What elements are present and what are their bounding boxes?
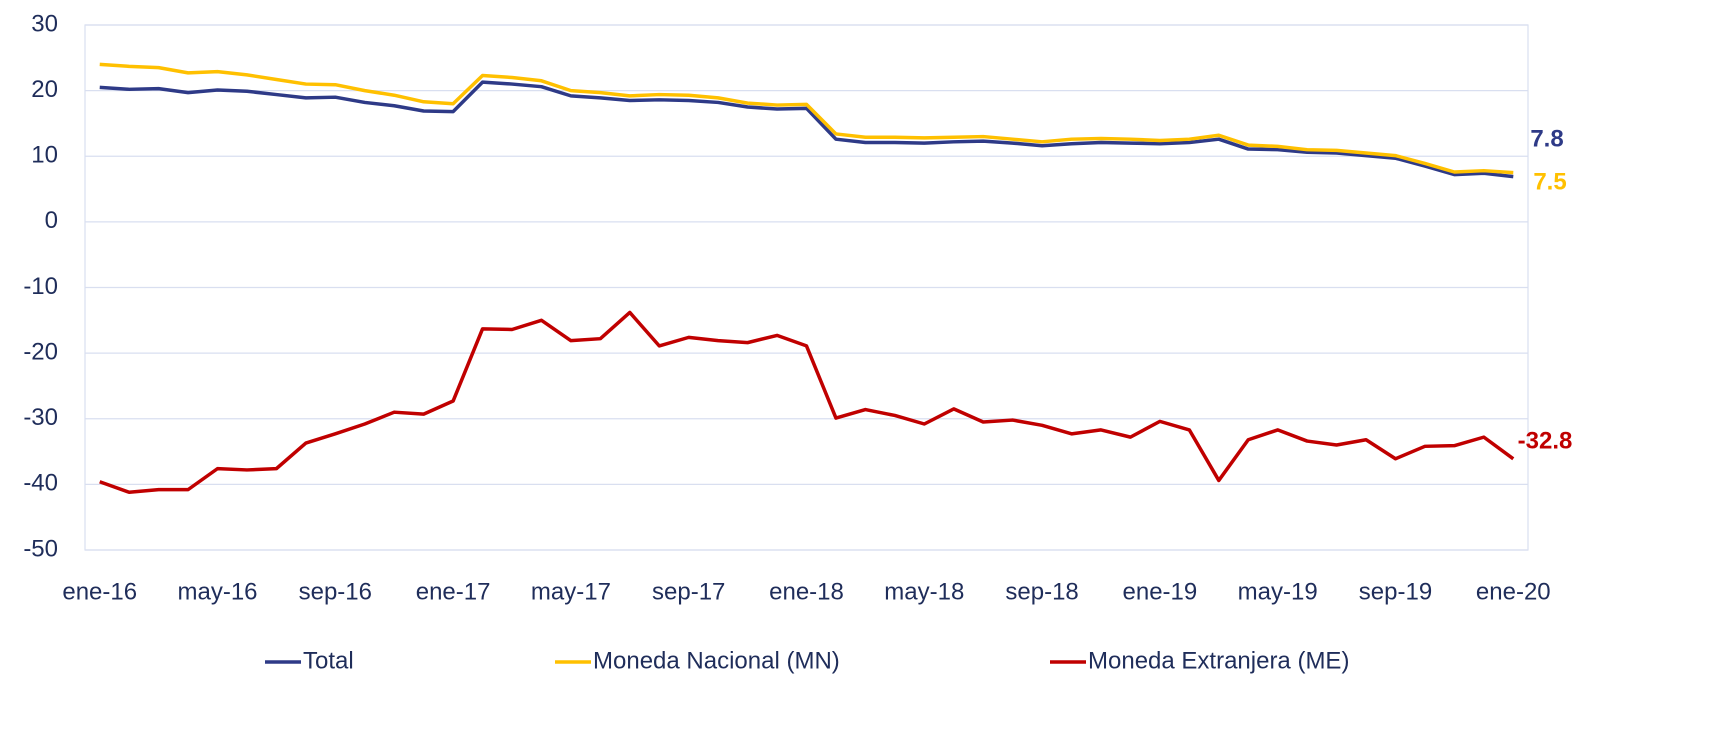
x-tick-label: ene-19 <box>1123 578 1198 605</box>
y-tick-label: 0 <box>45 207 58 234</box>
y-tick-label: 10 <box>31 142 58 169</box>
x-tick-label: may-17 <box>531 578 611 605</box>
y-tick-label: -50 <box>23 535 58 562</box>
x-tick-label: ene-16 <box>62 578 137 605</box>
x-tick-label: ene-17 <box>416 578 491 605</box>
x-tick-label: may-19 <box>1238 578 1318 605</box>
y-tick-label: -20 <box>23 338 58 365</box>
legend-label: Moneda Extranjera (ME) <box>1088 647 1349 674</box>
legend-label: Total <box>303 647 354 674</box>
series-line <box>99 80 1514 179</box>
x-tick-label: ene-18 <box>769 578 844 605</box>
annotation: 7.8 <box>1530 125 1563 152</box>
y-tick-label: -40 <box>23 470 58 497</box>
x-tick-label: sep-16 <box>299 578 372 605</box>
x-tick-label: ene-20 <box>1476 578 1551 605</box>
plot-border <box>84 24 1529 551</box>
x-tick-label: sep-19 <box>1359 578 1432 605</box>
x-tick-label: sep-17 <box>652 578 725 605</box>
y-tick-label: -10 <box>23 273 58 300</box>
annotation: 7.5 <box>1533 168 1566 195</box>
annotation: -32.8 <box>1518 427 1573 454</box>
x-tick-label: sep-18 <box>1005 578 1078 605</box>
x-tick-label: may-16 <box>178 578 258 605</box>
y-tick-label: 30 <box>31 10 58 37</box>
series-line <box>99 310 1515 494</box>
legend-label: Moneda Nacional (MN) <box>593 647 840 674</box>
series-line <box>99 62 1514 175</box>
y-tick-label: -30 <box>23 404 58 431</box>
y-tick-label: 20 <box>31 76 58 103</box>
x-tick-label: may-18 <box>884 578 964 605</box>
